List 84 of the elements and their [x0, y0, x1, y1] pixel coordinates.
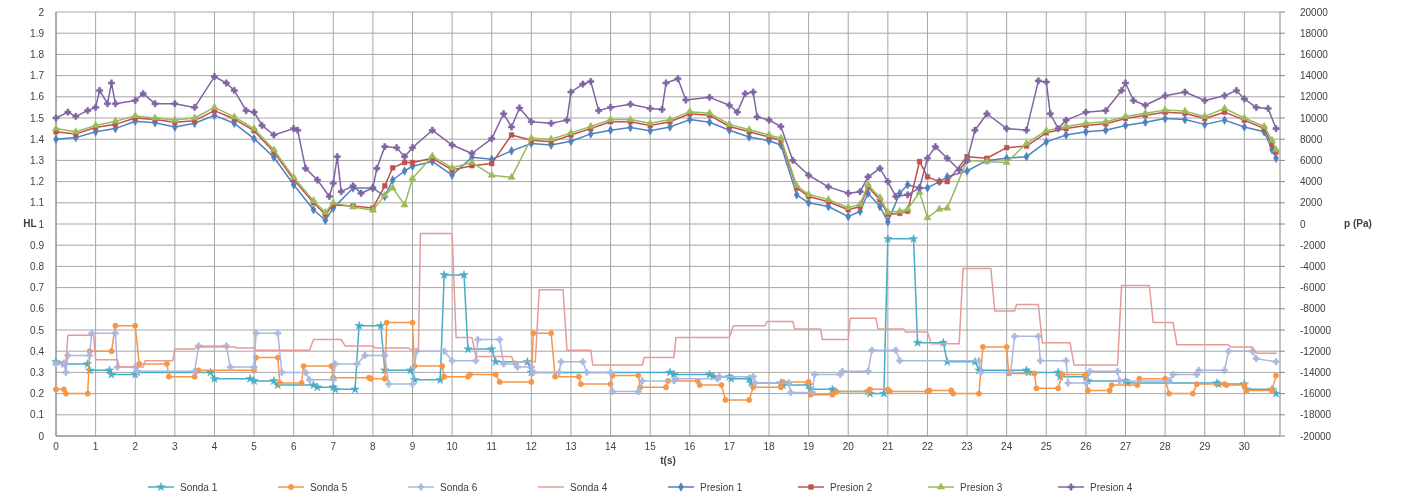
y-tick-label: 0.4: [30, 345, 45, 357]
y2-tick-label: 0: [1300, 218, 1306, 230]
x-tick-label: 21: [882, 441, 894, 452]
y2-tick-label: 6000: [1300, 154, 1323, 166]
y-tick-label: 0.8: [30, 260, 45, 272]
y2-tick-label: -6000: [1300, 282, 1327, 294]
y2-tick-label: 14000: [1300, 70, 1329, 82]
x-tick-label: 6: [290, 441, 297, 452]
legend-label: Presion 1: [700, 481, 743, 493]
y-tick-label: 0.2: [30, 388, 45, 400]
y2-tick-label: 8000: [1300, 133, 1323, 145]
legend-label: Presion 4: [1090, 481, 1133, 493]
y2-tick-label: 12000: [1300, 91, 1329, 103]
legend-label: Sonda 6: [440, 481, 478, 493]
x-tick-label: 15: [644, 441, 657, 452]
x-tick-label: 9: [409, 441, 416, 452]
x-tick-label: 17: [723, 441, 736, 452]
y2-tick-label: 2000: [1300, 197, 1323, 209]
x-tick-label: 3: [172, 441, 179, 452]
y2-tick-label: 10000: [1300, 112, 1329, 124]
y2-tick-label: -8000: [1300, 303, 1327, 315]
y-tick-label: 1.4: [30, 133, 45, 145]
y2-tick-label: 16000: [1300, 48, 1329, 60]
x-tick-label: 27: [1119, 441, 1132, 452]
x-tick-label: 0: [53, 441, 60, 452]
x-tick-label: 22: [921, 441, 934, 452]
y-tick-label: 0: [38, 430, 45, 442]
x-tick-label: 26: [1080, 441, 1092, 452]
y-tick-label: 1.9: [30, 27, 45, 39]
x-tick-label: 5: [251, 441, 258, 452]
x-tick-label: 16: [684, 441, 696, 452]
y-tick-label: 1.7: [30, 70, 45, 82]
y2-tick-label: -12000: [1300, 345, 1332, 357]
x-tick-label: 24: [1001, 441, 1013, 452]
y2-tick-label: 18000: [1300, 27, 1329, 39]
legend-label: Sonda 5: [310, 481, 348, 493]
y-tick-label: 1.5: [30, 112, 45, 124]
x-tick-label: 12: [525, 441, 538, 452]
x-tick-label: 30: [1238, 441, 1251, 452]
y-tick-label: 0.5: [30, 324, 45, 336]
y2-tick-label: -2000: [1300, 239, 1327, 251]
y2-tick-label: -20000: [1300, 430, 1332, 442]
x-tick-label: 23: [961, 441, 974, 452]
y2-tick-label: -4000: [1300, 260, 1327, 272]
y-tick-label: 2: [38, 6, 45, 18]
x-axis-title: t(s): [660, 455, 676, 466]
y-tick-label: 1.1: [30, 197, 45, 209]
x-tick-label: 7: [330, 441, 337, 452]
y-tick-label: 1.6: [30, 91, 45, 103]
x-tick-label: 25: [1040, 441, 1053, 452]
x-tick-label: 19: [803, 441, 815, 452]
y2-tick-label: -18000: [1300, 409, 1332, 421]
legend-label: Presion 2: [830, 481, 873, 493]
y-tick-label: 1: [38, 218, 45, 230]
legend-label: Sonda 4: [570, 481, 608, 493]
y2-tick-label: 4000: [1300, 176, 1323, 188]
y-axis-title: HL: [23, 218, 37, 229]
x-tick-label: 14: [605, 441, 617, 452]
y2-tick-label: -16000: [1300, 388, 1332, 400]
x-tick-label: 28: [1159, 441, 1172, 452]
legend-label: Sonda 1: [180, 481, 218, 493]
y-tick-label: 0.6: [30, 303, 45, 315]
x-tick-label: 8: [370, 441, 377, 452]
y-tick-label: 1.8: [30, 48, 45, 60]
y2-tick-label: -10000: [1300, 324, 1332, 336]
y-tick-label: 1.3: [30, 154, 45, 166]
x-tick-label: 29: [1199, 441, 1211, 452]
y2-tick-label: 20000: [1300, 6, 1329, 18]
y2-axis-title: p (Pa): [1344, 218, 1372, 229]
x-tick-label: 13: [565, 441, 577, 452]
y-tick-label: 0.3: [30, 366, 45, 378]
y-tick-label: 0.1: [30, 409, 45, 421]
x-tick-label: 1: [92, 441, 99, 452]
y2-tick-label: -14000: [1300, 366, 1332, 378]
x-tick-label: 18: [763, 441, 776, 452]
x-tick-label: 10: [446, 441, 459, 452]
x-tick-label: 20: [842, 441, 855, 452]
y-tick-label: 0.9: [30, 239, 45, 251]
x-tick-label: 4: [211, 441, 218, 452]
legend-label: Presion 3: [960, 481, 1003, 493]
x-tick-label: 11: [486, 441, 498, 452]
x-tick-label: 2: [132, 441, 139, 452]
y-tick-label: 0.7: [30, 282, 45, 294]
y-tick-label: 1.2: [30, 176, 45, 188]
